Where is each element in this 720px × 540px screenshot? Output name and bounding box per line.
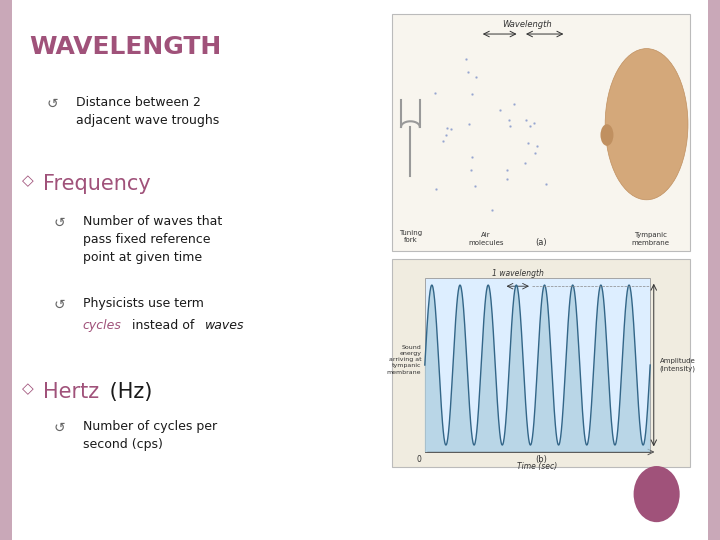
Text: Distance between 2
adjacent wave troughs: Distance between 2 adjacent wave troughs [76,96,219,127]
Bar [392,14,690,251]
Text: ◇: ◇ [22,381,33,396]
Text: Wavelength: Wavelength [502,20,552,29]
Bar [0,0,12,540]
Text: ◇: ◇ [22,173,33,188]
Text: Number of waves that
pass fixed reference
point at given time: Number of waves that pass fixed referenc… [83,215,222,264]
Ellipse shape [600,124,613,146]
Text: Tuning
fork: Tuning fork [399,230,422,243]
Text: Frequency: Frequency [43,174,151,194]
Text: Amplitude
(Intensity): Amplitude (Intensity) [660,358,696,372]
Text: ↺: ↺ [54,421,66,435]
Text: 0: 0 [416,455,421,464]
Text: (Hz): (Hz) [103,382,153,402]
Text: cycles: cycles [83,319,122,332]
Text: ↺: ↺ [54,216,66,230]
Bar [425,278,650,452]
Text: Sound
energy
arriving at
tympanic
membrane: Sound energy arriving at tympanic membra… [387,345,421,375]
Text: Hertz: Hertz [43,382,99,402]
Text: ↺: ↺ [54,298,66,312]
Text: (b): (b) [535,455,547,464]
Text: Physicists use term: Physicists use term [83,297,204,310]
Text: 1 wavelength: 1 wavelength [492,268,544,278]
Text: Number of cycles per
second (cps): Number of cycles per second (cps) [83,420,217,451]
Text: Air
molecules: Air molecules [468,232,504,246]
Text: instead of: instead of [128,319,199,332]
Bar [708,0,720,540]
Ellipse shape [605,49,688,200]
Bar [392,259,690,467]
Text: Time (sec): Time (sec) [518,462,557,471]
Text: waves: waves [205,319,245,332]
Text: WAVELENGTH: WAVELENGTH [29,35,221,59]
Text: (a): (a) [535,238,547,247]
Text: Tympanic
membrane: Tympanic membrane [631,232,669,246]
Text: ↺: ↺ [47,97,58,111]
Ellipse shape [634,466,680,522]
